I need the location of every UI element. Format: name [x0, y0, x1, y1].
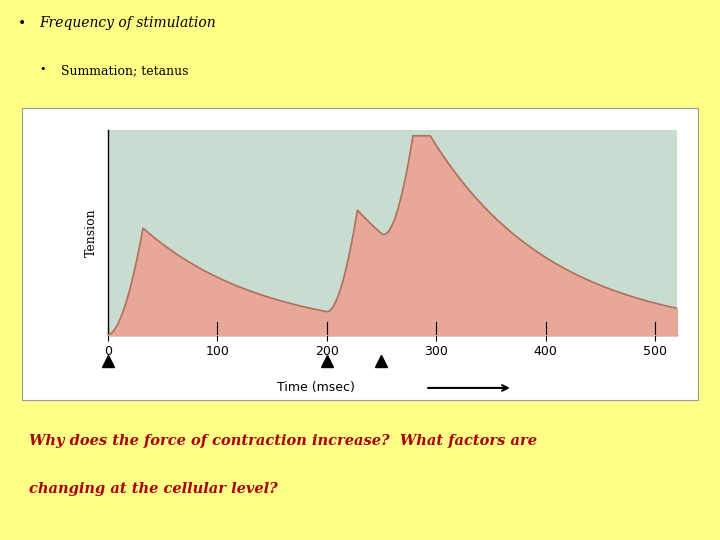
- Text: •: •: [40, 64, 46, 75]
- Text: Time (msec): Time (msec): [277, 381, 355, 394]
- Text: •: •: [18, 16, 26, 30]
- Y-axis label: Tension: Tension: [84, 208, 98, 256]
- Text: Summation; tetanus: Summation; tetanus: [61, 64, 189, 77]
- Text: changing at the cellular level?: changing at the cellular level?: [29, 482, 277, 496]
- Text: Frequency of stimulation: Frequency of stimulation: [40, 16, 216, 30]
- Text: Why does the force of contraction increase?  What factors are: Why does the force of contraction increa…: [29, 434, 537, 448]
- Text: (b) Summation: (b) Summation: [29, 128, 145, 142]
